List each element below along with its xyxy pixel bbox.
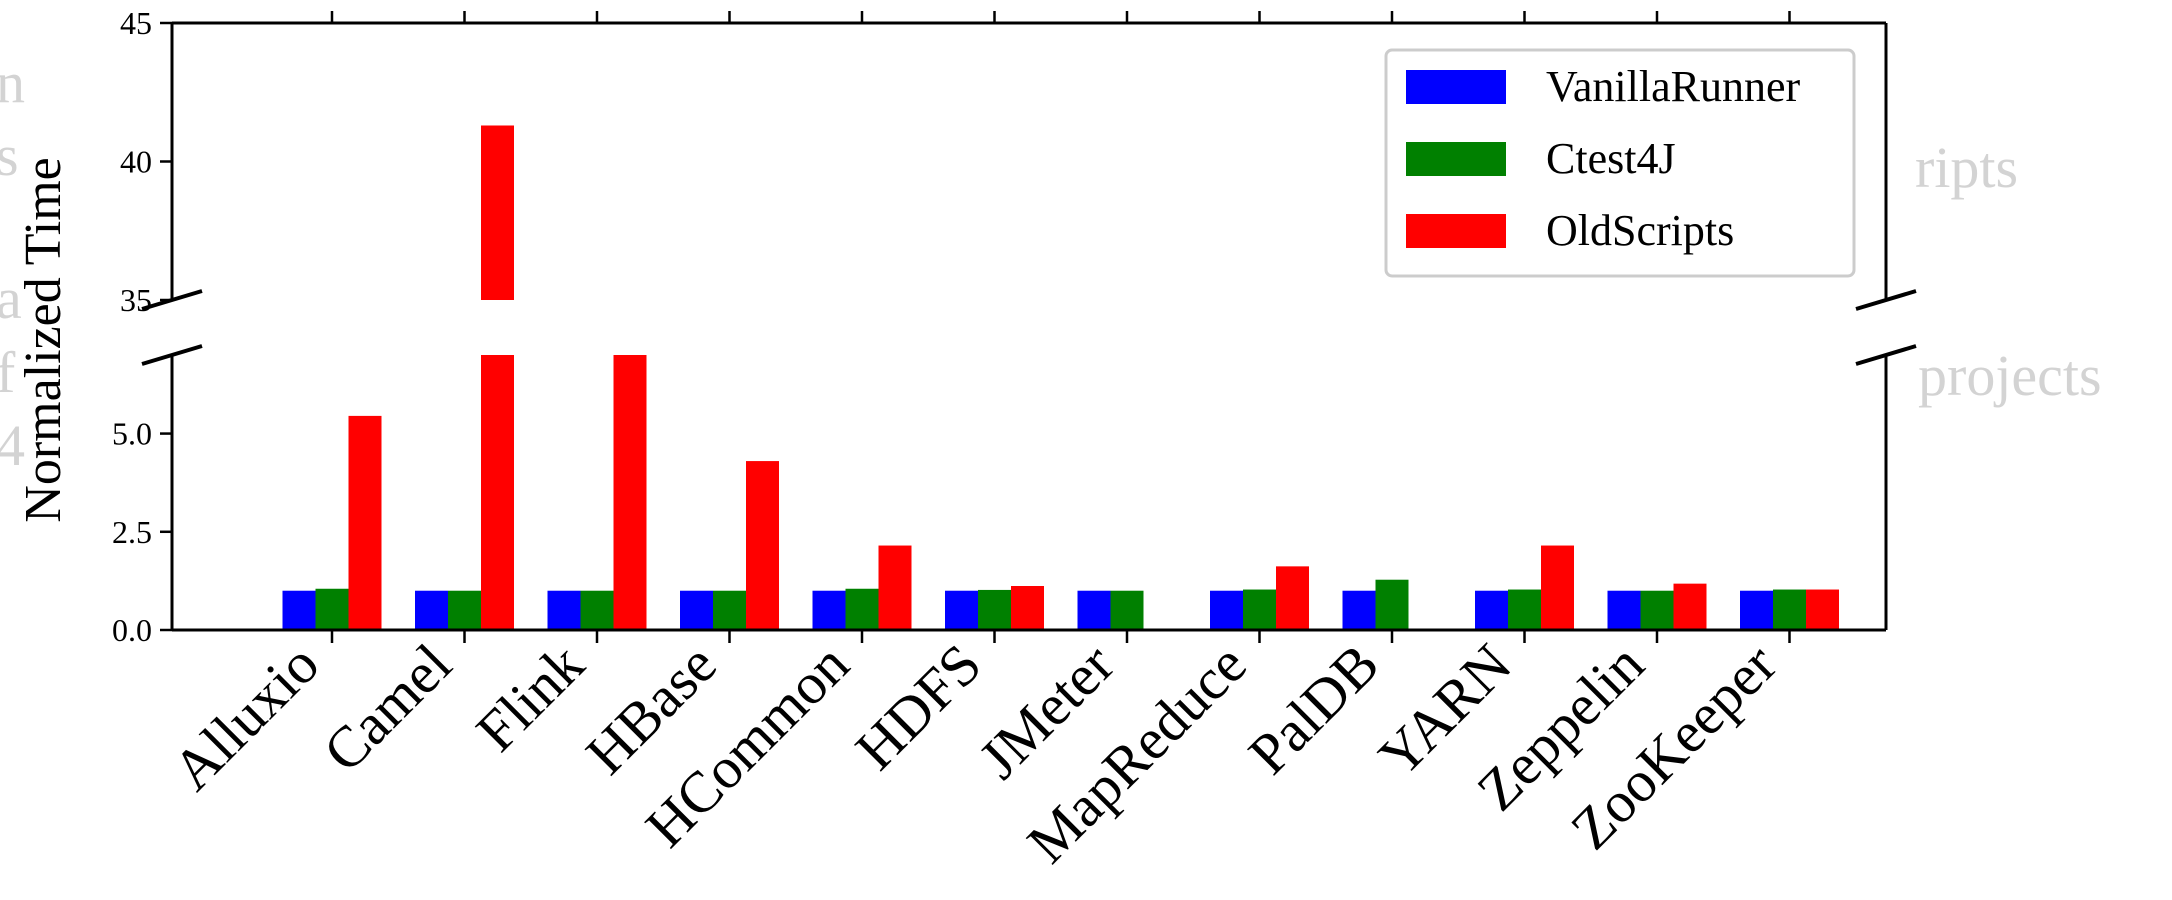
bar (1673, 583, 1707, 630)
legend-swatch (1406, 214, 1506, 248)
bar (978, 589, 1011, 630)
bar (580, 590, 614, 630)
bar (1342, 590, 1376, 630)
ghost-glyph: n (0, 50, 25, 115)
y-tick-label: 35 (120, 282, 152, 318)
bar (1011, 586, 1044, 630)
ghost-glyph: s (0, 123, 19, 188)
axis-break-mark (1855, 344, 1917, 366)
bar (315, 588, 349, 630)
bar (1740, 590, 1773, 630)
background-text: ripts projects n s a f 4 (0, 50, 2102, 478)
ghost-glyph: 4 (0, 413, 25, 478)
x-tick-label: PalDB (1236, 631, 1391, 786)
y-tick-label: 0.0 (112, 612, 152, 648)
ghost-glyph: a (0, 266, 22, 331)
ghost-glyph: f (0, 340, 16, 405)
x-tick-label: Alluxio (160, 631, 331, 802)
bar (1541, 545, 1574, 630)
bar (1806, 589, 1839, 630)
x-tick-label: HDFS (843, 631, 994, 782)
axis-break-mark (1855, 289, 1917, 311)
bar (1375, 579, 1409, 630)
bar (481, 355, 514, 630)
bar (746, 461, 779, 630)
y-tick-label: 45 (120, 5, 152, 41)
axis-break-mark (141, 344, 203, 366)
ghost-text-ripts: ripts (1915, 135, 2018, 200)
bar (1640, 590, 1674, 630)
bar (845, 588, 879, 630)
legend-label: Ctest4J (1546, 134, 1676, 183)
bar (613, 355, 647, 630)
legend-label: VanillaRunner (1546, 62, 1801, 111)
y-tick-label: 2.5 (112, 514, 152, 550)
bar (812, 590, 846, 630)
legend-swatch (1406, 70, 1506, 104)
legend-label: OldScripts (1546, 206, 1734, 255)
bar (282, 590, 316, 630)
bar (945, 590, 978, 630)
ghost-text-projects: projects (1918, 343, 2102, 408)
bar (1773, 589, 1806, 630)
bar (1276, 566, 1309, 630)
bar (547, 590, 581, 630)
bar (481, 125, 514, 301)
bar (1210, 590, 1243, 630)
legend-swatch (1406, 142, 1506, 176)
y-tick-label: 5.0 (112, 416, 152, 452)
bar (448, 590, 481, 630)
bar (1243, 589, 1276, 630)
bar (713, 590, 746, 630)
x-tick-label: Camel (311, 631, 464, 784)
bar (680, 590, 713, 630)
y-tick-label: 40 (120, 144, 152, 180)
bar (1508, 589, 1541, 630)
bar (348, 415, 382, 630)
bar (1607, 590, 1641, 630)
y-axis-label: Normalized Time (15, 157, 72, 522)
bar (415, 590, 448, 630)
bar (1475, 590, 1508, 630)
legend: VanillaRunner Ctest4J OldScripts (1384, 48, 1856, 278)
bar (1110, 590, 1144, 630)
bar (878, 545, 912, 630)
bar (1077, 590, 1111, 630)
